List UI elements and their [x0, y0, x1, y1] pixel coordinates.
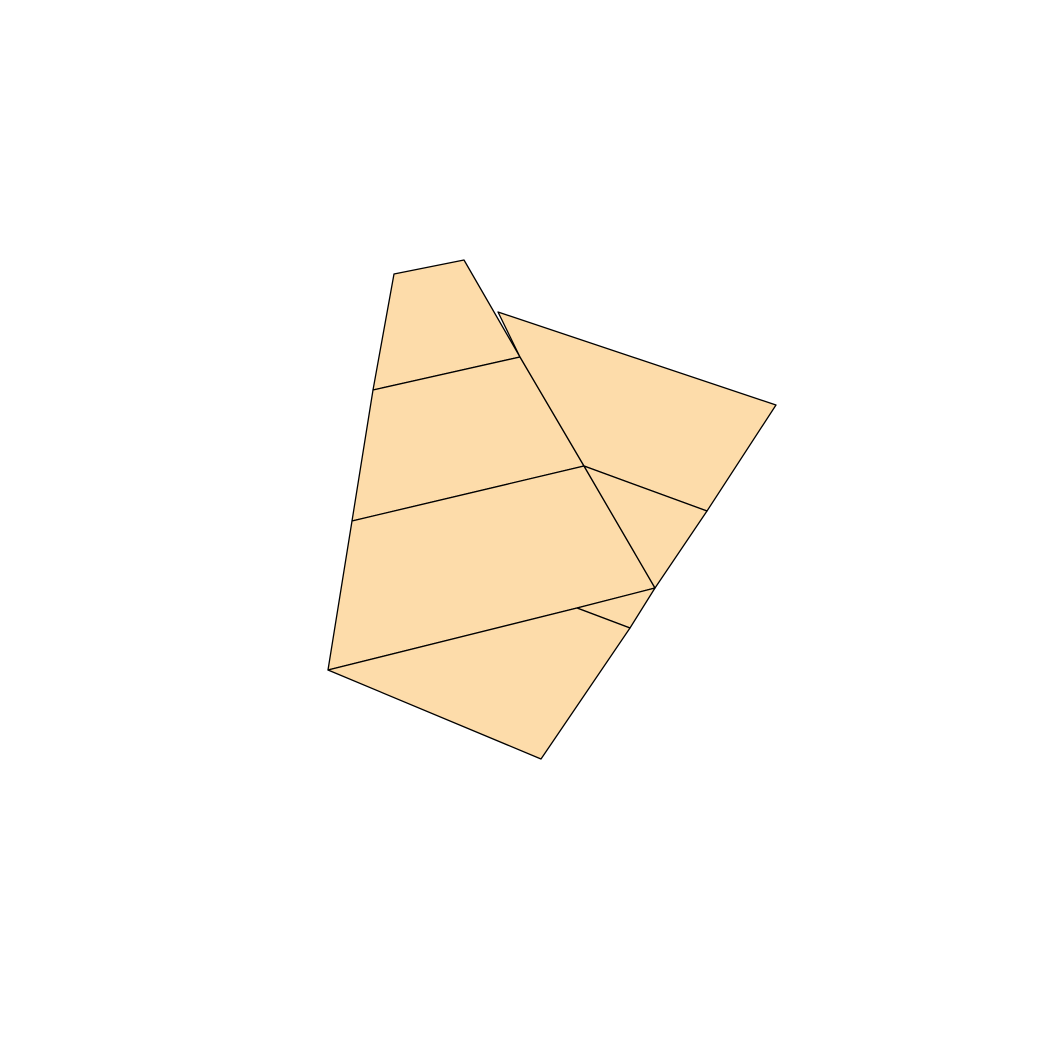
piece-bottom [327, 607, 631, 760]
paper-pieces [327, 259, 777, 760]
piece-right-flap-lower [583, 465, 708, 589]
